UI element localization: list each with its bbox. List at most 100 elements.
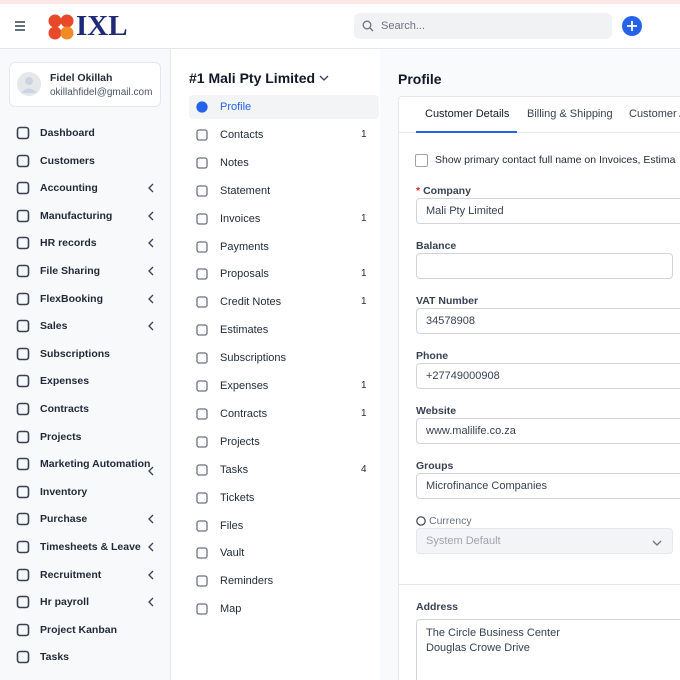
sidebar-item[interactable]: Expenses	[0, 371, 170, 391]
customer-menu-label: Invoices	[220, 212, 261, 225]
icon	[196, 519, 208, 535]
customer-menu-item[interactable]: Estimates	[189, 318, 379, 342]
customer-menu-item[interactable]: Statement	[189, 179, 379, 203]
customer-menu-item[interactable]: Tickets	[189, 486, 379, 510]
sidebar-label: Manufacturing	[40, 209, 113, 222]
select[interactable]: System Default	[416, 528, 673, 554]
sidebar-item[interactable]: Accounting	[0, 178, 170, 198]
icon	[16, 319, 30, 336]
input[interactable]: Microfinance Companies	[416, 473, 680, 499]
customer-menu-item[interactable]: Expenses 1	[189, 374, 379, 398]
sidebar-item[interactable]: Purchase	[0, 509, 170, 529]
add-button[interactable]	[622, 16, 642, 36]
search-placeholder: Search...	[381, 20, 426, 32]
header-border	[0, 48, 680, 49]
customer-menu-item[interactable]: Contacts 1	[189, 123, 379, 147]
profile-title: Profile	[398, 71, 442, 87]
chevron	[147, 238, 155, 251]
count-badge: 1	[361, 212, 367, 224]
sidebar-label: Contracts	[40, 403, 90, 415]
sidebar-item[interactable]: Projects	[0, 427, 170, 447]
field-label-text: Website	[416, 405, 457, 417]
tab[interactable]: Customer Details	[425, 108, 510, 120]
icon	[196, 185, 208, 200]
customer-menu-item[interactable]: Profile	[189, 95, 379, 119]
sidebar-item[interactable]: Contracts	[0, 399, 170, 419]
customer-menu-label: Projects	[220, 435, 260, 448]
address-input[interactable]: The Circle Business Center Douglas Crowe …	[416, 619, 680, 680]
tab-border	[399, 132, 680, 133]
sidebar-label: FlexBooking	[40, 292, 104, 305]
customer-menu-item[interactable]: Subscriptions	[189, 346, 379, 370]
sidebar-item[interactable]: Timesheets & Leave	[0, 537, 170, 557]
icon	[196, 296, 208, 311]
input[interactable]: www.malilife.co.za	[416, 418, 680, 444]
icon	[196, 464, 208, 479]
customer-title: #1 Mali Pty Limited	[189, 70, 316, 86]
customer-menu-item[interactable]: Proposals 1	[189, 262, 379, 286]
icon	[196, 101, 208, 116]
sidebar-item[interactable]: Inventory	[0, 482, 170, 502]
sidebar-item[interactable]: Hr payroll	[0, 592, 170, 612]
address-line: Douglas Crowe Drive	[426, 642, 530, 654]
input-value: +27749000908	[426, 370, 500, 382]
icon	[196, 268, 208, 283]
customer-menu-item[interactable]: Projects	[189, 430, 379, 454]
customer-menu-item[interactable]: Vault	[189, 541, 379, 565]
sidebar-label: File Sharing	[40, 265, 101, 277]
count-badge: 1	[361, 407, 367, 419]
input[interactable]: +27749000908	[416, 363, 680, 389]
sidebar-item[interactable]: Project Kanban	[0, 620, 170, 640]
logo[interactable]: IXL	[76, 10, 128, 42]
sidebar-item[interactable]: Subscriptions	[0, 344, 170, 364]
profile-panel: Show primary contact full name on Invoic…	[398, 96, 680, 680]
input[interactable]	[416, 253, 673, 279]
customer-menu-item[interactable]: Payments	[189, 235, 379, 259]
checkbox[interactable]	[415, 154, 428, 167]
icon	[196, 240, 208, 256]
sidebar-item[interactable]: Sales	[0, 316, 170, 336]
sidebar-label: Customers	[40, 154, 95, 167]
customer-menu-label: Proposals	[220, 268, 269, 281]
sidebar-label: Project Kanban	[40, 623, 118, 636]
sidebar-item[interactable]: Manufacturing	[0, 206, 170, 226]
sidebar-label: Purchase	[40, 513, 88, 526]
chevron	[147, 570, 155, 583]
customer-menu-item[interactable]: Files	[189, 514, 379, 538]
input[interactable]: Mali Pty Limited	[416, 198, 680, 224]
customer-menu-item[interactable]: Reminders	[189, 569, 379, 593]
sidebar-item[interactable]: File Sharing	[0, 261, 170, 281]
customer-menu-item[interactable]: Notes	[189, 151, 379, 175]
sidebar-item[interactable]: Customers	[0, 151, 170, 171]
customer-menu-item[interactable]: Map	[189, 597, 379, 621]
count-badge: 1	[361, 268, 367, 280]
sidebar-item[interactable]: Recruitment	[0, 565, 170, 585]
user-card[interactable]: Fidel Okillah okillahfidel@gmail.com	[9, 62, 161, 107]
sidebar-item[interactable]: FlexBooking	[0, 289, 170, 309]
customer-menu-item[interactable]: Credit Notes 1	[189, 290, 379, 314]
menu-button[interactable]	[14, 20, 26, 32]
sidebar-item[interactable]: Dashboard	[0, 123, 170, 143]
icon	[16, 154, 30, 171]
field-label: Balance	[416, 240, 456, 252]
input[interactable]: 34578908	[416, 308, 680, 334]
chevron	[147, 542, 155, 555]
customer-menu-item[interactable]: Invoices 1	[189, 207, 379, 231]
sidebar-item[interactable]: Tasks	[0, 647, 170, 667]
field-label: VAT Number	[416, 295, 478, 307]
tab[interactable]: Billing & Shipping	[527, 108, 613, 120]
customer-menu-label: Tickets	[220, 491, 255, 504]
sidebar-item[interactable]: Marketing Automation	[0, 454, 170, 476]
customer-menu-item[interactable]: Tasks 4	[189, 458, 379, 482]
customer-menu-item[interactable]: Contracts 1	[189, 402, 379, 426]
input-value: Mali Pty Limited	[426, 205, 504, 217]
customer-menu-label: Contracts	[220, 407, 268, 420]
tab[interactable]: Customer A	[629, 108, 680, 120]
search-box[interactable]: Search...	[354, 13, 612, 39]
chevron	[147, 183, 155, 196]
customer-menu-label: Notes	[220, 156, 249, 169]
icon	[196, 436, 208, 451]
sidebar-item[interactable]: HR records	[0, 233, 170, 253]
icon	[16, 568, 30, 585]
field-label-text: Groups	[416, 460, 454, 472]
